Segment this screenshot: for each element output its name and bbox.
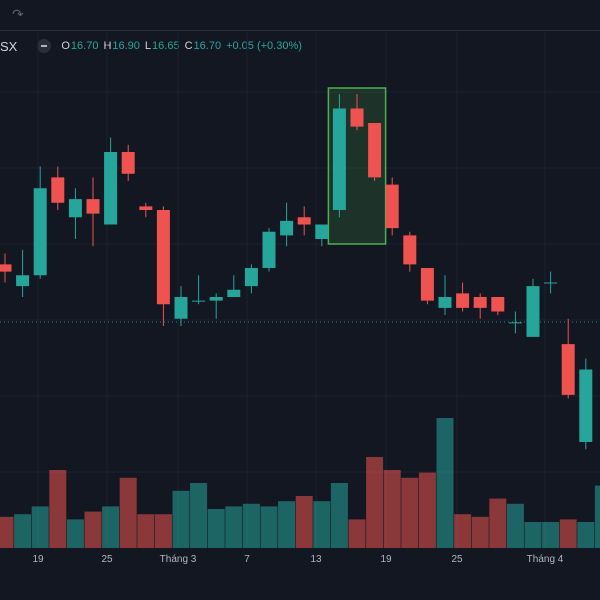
x-tick-label: 19 <box>32 554 44 565</box>
volume-bar <box>137 514 155 548</box>
high-value: 16.90 <box>112 40 140 52</box>
candle-body <box>174 297 188 319</box>
x-tick-label: 19 <box>380 554 392 565</box>
candle-body <box>68 199 82 218</box>
collapse-legend-icon[interactable] <box>37 39 52 53</box>
volume-bar <box>0 516 14 548</box>
candle-body <box>297 217 311 225</box>
volume-bar <box>383 470 401 548</box>
candle-body <box>33 188 47 276</box>
open-label: O <box>61 40 70 52</box>
top-toolbar: ↷ <box>0 0 600 31</box>
volume-bar <box>577 522 595 548</box>
candle-body <box>579 369 593 442</box>
candle-body <box>280 220 294 236</box>
volume-bar <box>119 477 137 548</box>
candle-body <box>368 123 382 178</box>
volume-bar <box>348 519 366 548</box>
volume-bar <box>366 457 384 548</box>
candle-body <box>139 206 153 210</box>
candle-body <box>156 210 170 305</box>
x-tick-label: 25 <box>101 554 113 565</box>
candle-body <box>0 264 12 272</box>
candle-body <box>51 177 65 203</box>
volume-bar <box>172 490 190 548</box>
volume-bar <box>84 511 102 548</box>
candle-body <box>315 224 329 239</box>
volume-bar <box>278 501 296 548</box>
volume-bar <box>190 483 208 548</box>
change-value: +0.05 (+0.30%) <box>226 40 302 52</box>
candle-body <box>438 297 452 308</box>
volume-bar <box>418 472 436 548</box>
candle-body <box>385 184 399 229</box>
candle-body <box>491 297 505 312</box>
volume-bar <box>559 519 577 548</box>
candle-body <box>350 108 364 127</box>
volume-bar <box>436 418 454 548</box>
candle-body <box>209 297 223 301</box>
x-tick-label: 13 <box>310 554 322 565</box>
volume-bar <box>66 519 84 548</box>
volume-bar <box>260 506 278 548</box>
volume-bar <box>594 485 600 548</box>
x-tick-label: Tháng 4 <box>526 554 564 565</box>
volume-bar <box>31 506 49 548</box>
volume-bar <box>207 509 225 548</box>
volume-bar <box>242 503 260 548</box>
candle-body <box>332 108 346 210</box>
volume-bar <box>154 514 172 548</box>
volume-bar <box>225 506 243 548</box>
candle-body <box>244 268 258 287</box>
candle-body <box>456 293 470 308</box>
volume-bar <box>471 516 489 548</box>
open-value: 16.70 <box>70 40 99 52</box>
volume-bar <box>102 506 120 548</box>
volume-bar <box>489 498 507 548</box>
candle-body <box>403 235 417 265</box>
candle-body <box>561 344 575 395</box>
low-label: L <box>144 40 152 52</box>
x-tick-label: 7 <box>244 554 250 565</box>
volume-bar <box>313 501 331 548</box>
candle-body <box>86 199 100 214</box>
volume-bar <box>506 503 524 548</box>
volume-bar <box>524 522 542 548</box>
candle-body <box>192 300 206 302</box>
candle-body <box>16 275 30 287</box>
candle-body <box>104 152 118 225</box>
close-value: 16.70 <box>193 40 222 52</box>
candle-body <box>473 297 487 308</box>
candle-body <box>227 289 241 297</box>
volume-bar <box>401 477 419 548</box>
candle-body <box>526 286 540 337</box>
volume-bar <box>542 522 560 548</box>
volume-bar <box>49 470 67 548</box>
close-label: C <box>184 40 193 52</box>
candle-body <box>121 152 135 174</box>
redo-icon[interactable]: ↷ <box>12 6 24 22</box>
x-tick-label: Tháng 3 <box>159 554 197 565</box>
volume-bar <box>330 483 348 548</box>
candle-body <box>262 231 276 268</box>
volume-bar <box>295 496 313 548</box>
candle-body <box>544 282 558 284</box>
candle-body <box>508 322 522 324</box>
symbol-label[interactable]: SX <box>0 38 18 54</box>
volume-bar <box>454 514 472 548</box>
volume-bar <box>14 514 32 548</box>
ohlc-legend: SX O 16.70 H 16.90 L 16.65 C 16.70 +0.05… <box>0 37 307 55</box>
x-tick-label: 25 <box>451 554 463 565</box>
candle-body <box>420 268 434 301</box>
low-value: 16.65 <box>152 40 180 52</box>
